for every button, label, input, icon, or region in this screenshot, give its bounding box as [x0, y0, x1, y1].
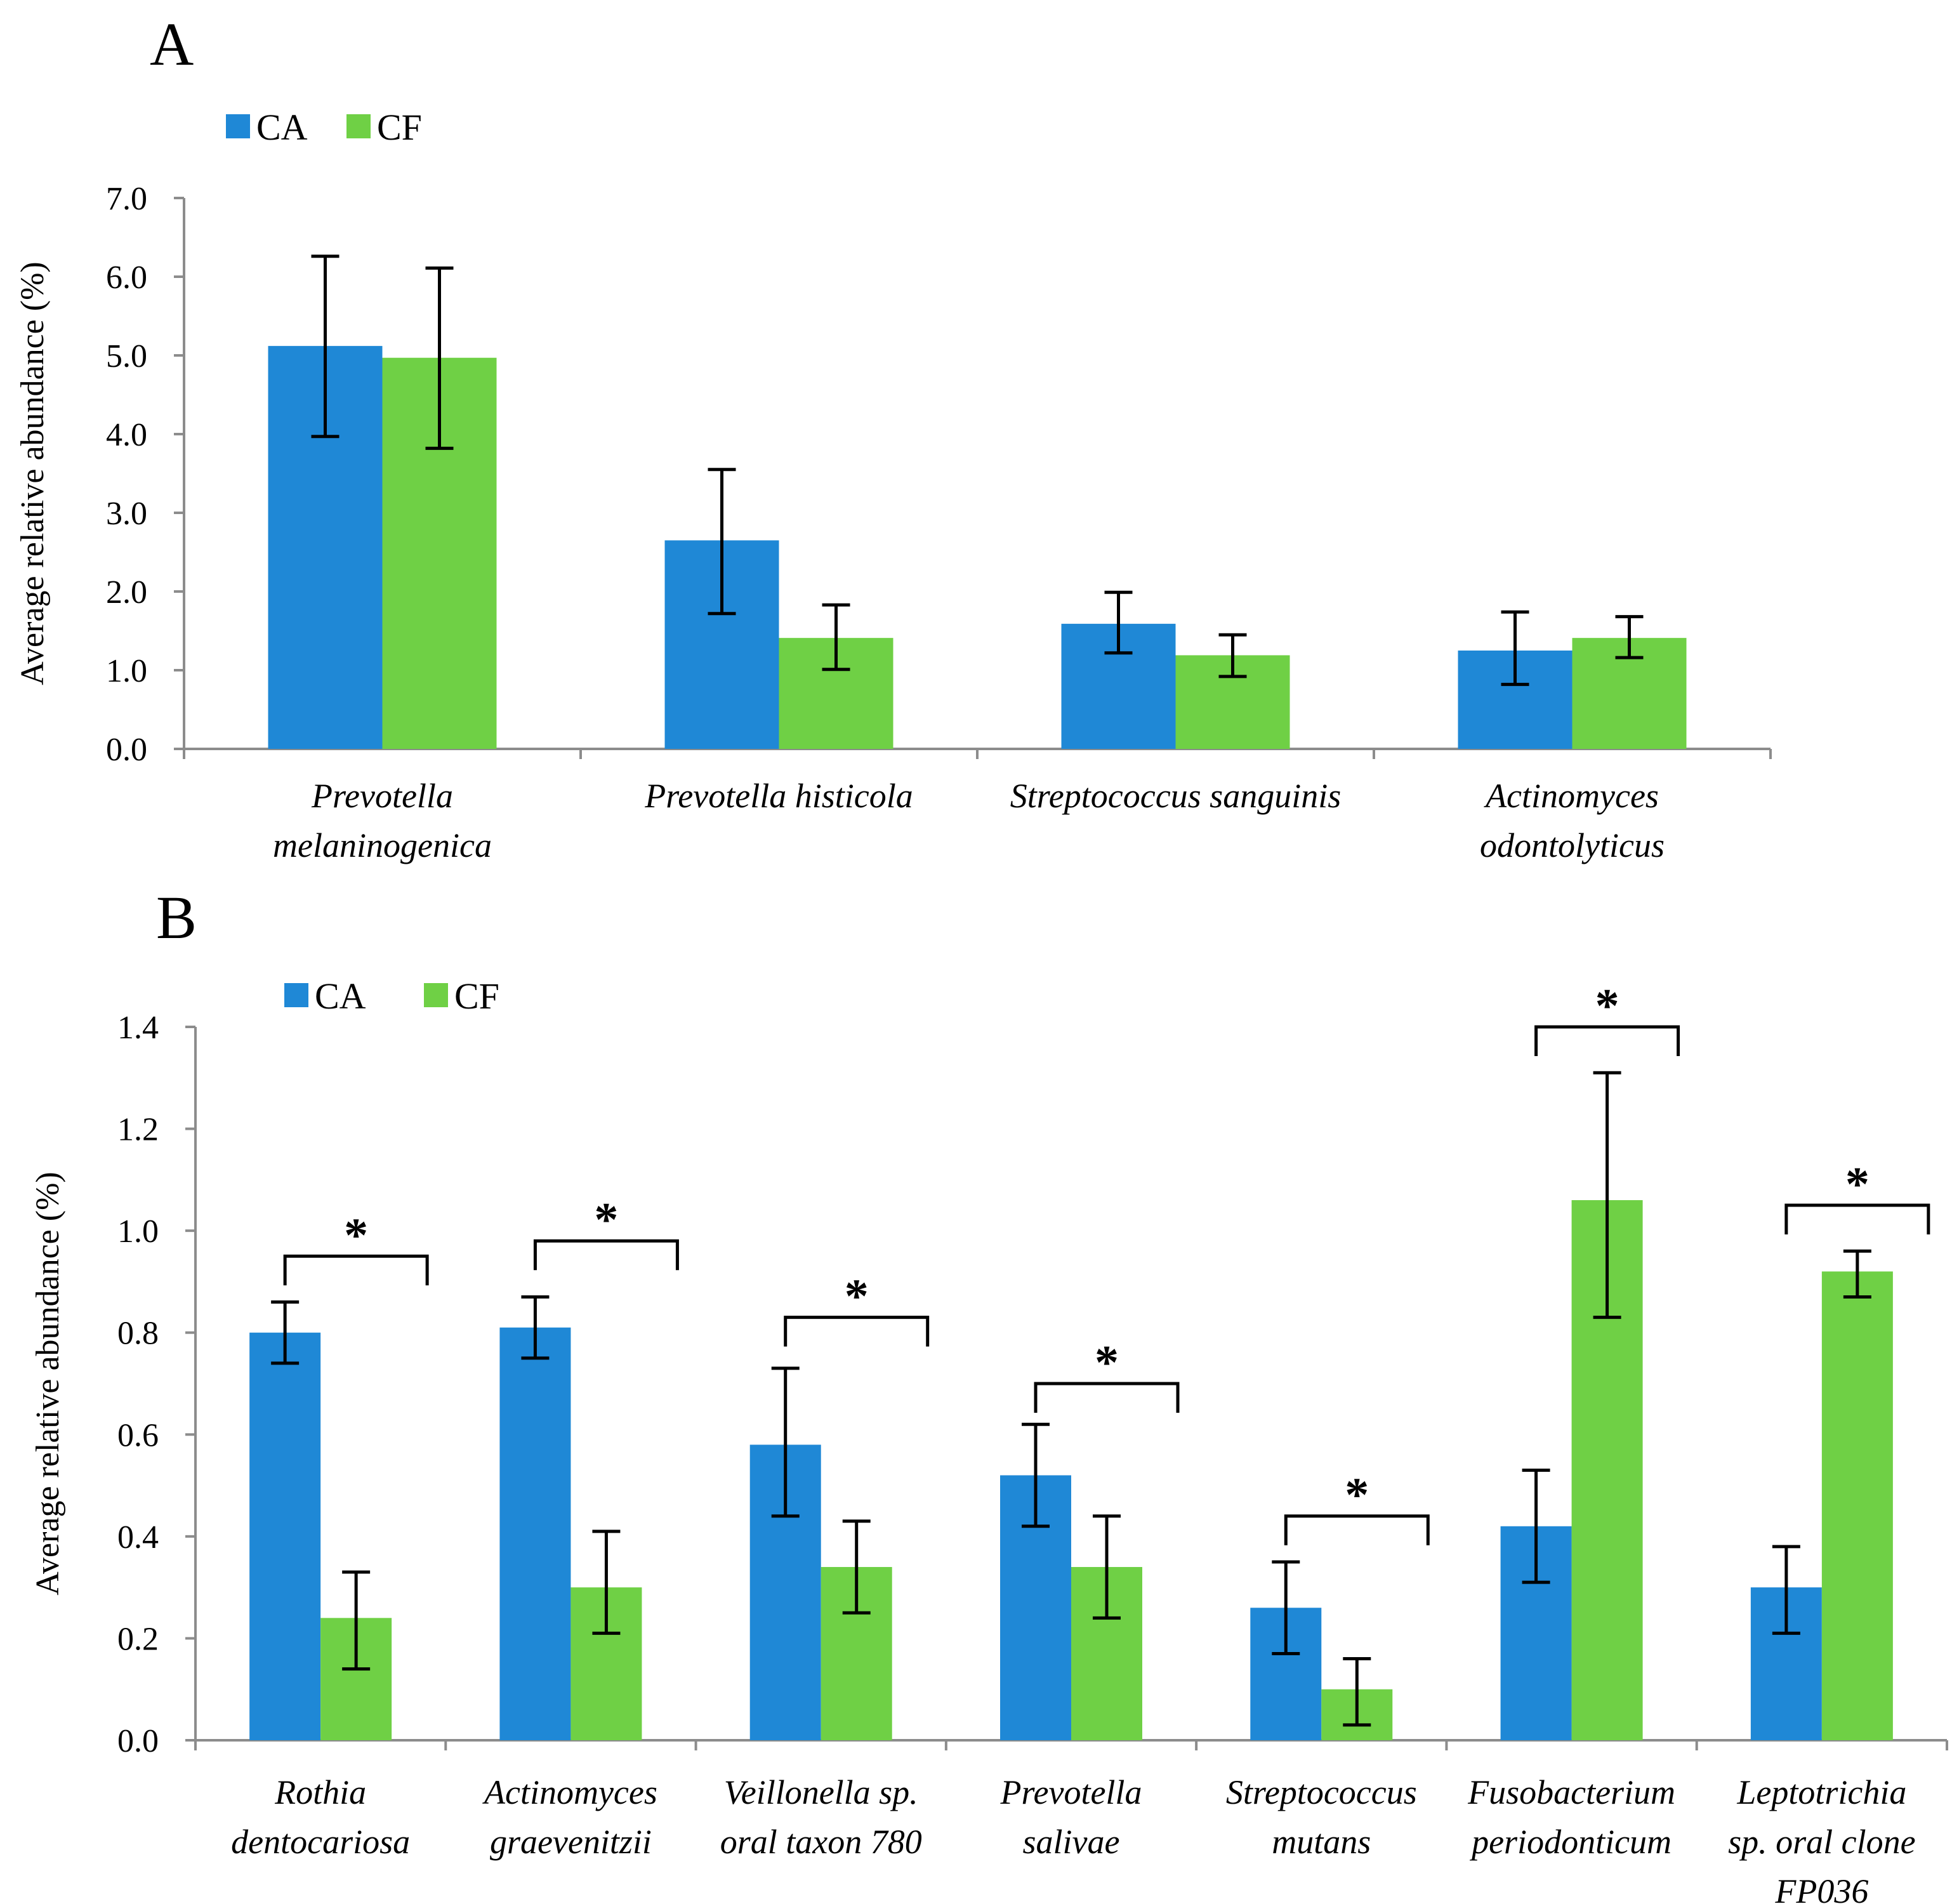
legend-swatch-ca [226, 114, 250, 138]
y-tick-label: 7.0 [106, 181, 147, 217]
category-group: Actinomyces graevenitzii [482, 1295, 657, 1861]
y-tick-label: 1.4 [117, 1010, 159, 1046]
category-label: Actinomyces [482, 1773, 657, 1811]
bar-ca [499, 1327, 571, 1740]
y-tick-label: 6.0 [106, 260, 147, 296]
y-axis-title: Average relative abundance (%) [30, 1172, 66, 1595]
significance-bracket [533, 1239, 679, 1271]
panel-letter: B [156, 883, 197, 951]
significance-bracket [784, 1316, 930, 1347]
y-tick-label: 0.6 [117, 1417, 159, 1453]
legend-swatch-cf [346, 114, 371, 138]
significance-bracket [1284, 1514, 1430, 1545]
category-label: Fusobacterium [1467, 1773, 1675, 1811]
significance-star: * [845, 1270, 869, 1323]
y-tick-label: 1.0 [106, 653, 147, 689]
significance-star: * [594, 1193, 618, 1246]
category-label: dentocariosa [231, 1823, 410, 1861]
y-tick-label: 5.0 [106, 338, 147, 374]
category-label: periodonticum [1469, 1823, 1672, 1861]
y-tick-label: 0.4 [117, 1519, 159, 1556]
category-label: Prevotella histicola [644, 777, 913, 815]
legend-swatch-cf [424, 983, 448, 1007]
significance-star: * [344, 1208, 368, 1262]
significance-bracket [1784, 1203, 1930, 1234]
category-label: Leptotrichia [1736, 1773, 1906, 1811]
category-label: graevenitzii [490, 1823, 652, 1861]
significance-bracket [283, 1254, 429, 1286]
category-label: Veillonella sp. [724, 1773, 918, 1811]
category-label: Streptococcus [1226, 1773, 1417, 1811]
bar-cf [1821, 1271, 1893, 1740]
y-tick-label: 4.0 [106, 417, 147, 453]
significance-bracket [1034, 1382, 1180, 1413]
category-group: Leptotrichia sp. oral clone FP036 [1728, 1249, 1916, 1904]
y-tick-label: 1.2 [117, 1112, 159, 1148]
category-label: oral taxon 780 [720, 1823, 922, 1861]
y-tick-label: 0.8 [117, 1316, 159, 1352]
category-label: Actinomyces [1484, 777, 1659, 815]
significance-star: * [1845, 1158, 1870, 1211]
chart-panel-a: A CA CF 0.0 1.0 2.0 3.0 4.0 5.0 6.0 7.0 Average rel… [15, 10, 1772, 864]
category-group: Streptococcus mutans [1226, 1560, 1417, 1861]
y-tick-label: 1.0 [117, 1213, 159, 1250]
category-label: salivae [1023, 1823, 1120, 1861]
chart-panel-b: B CA CF 0.0 0.2 0.4 0.6 0.8 1.0 1.2 1.4 Average rel… [30, 883, 1948, 1904]
category-group: Veillonella sp. oral taxon 780 [720, 1366, 922, 1861]
y-tick-label: 0.2 [117, 1621, 159, 1657]
category-label: Prevotella [1000, 1773, 1142, 1811]
y-tick-label: 3.0 [106, 496, 147, 532]
y-tick-label: 0.0 [117, 1723, 159, 1759]
panel-letter: A [150, 10, 194, 78]
category-label: Rothia [274, 1773, 366, 1811]
category-group: Prevotella salivae [1000, 1422, 1142, 1861]
category-group: Fusobacterium periodonticum [1467, 1071, 1675, 1861]
y-tick-label: 2.0 [106, 574, 147, 611]
significance-bracket [1534, 1025, 1680, 1056]
category-label: FP036 [1774, 1872, 1868, 1904]
category-label: odontolyticus [1480, 826, 1665, 864]
significance-star: * [1095, 1336, 1119, 1389]
y-axis-title: Average relative abundance (%) [15, 261, 51, 685]
significance-star: * [1595, 979, 1619, 1033]
legend-label-cf: CF [454, 975, 499, 1017]
category-label: Prevotella [311, 777, 453, 815]
legend-label-ca: CA [315, 975, 366, 1017]
category-label: mutans [1272, 1823, 1371, 1861]
legend-label-cf: CF [377, 107, 422, 148]
category-label: sp. oral clone [1728, 1823, 1915, 1861]
bar-ca [249, 1332, 321, 1740]
legend-label-ca: CA [256, 107, 308, 148]
category-group: Actinomyces odontolyticus [1458, 610, 1687, 864]
legend-swatch-ca [284, 983, 308, 1007]
category-group: Streptococcus sanguinis [1010, 590, 1341, 815]
category-group: Prevotella histicola [644, 468, 913, 815]
category-group: Rothia dentocariosa [231, 1300, 410, 1861]
y-tick-label: 0.0 [106, 732, 147, 768]
category-label: Streptococcus sanguinis [1010, 777, 1341, 815]
category-group: Prevotella melaninogenica [268, 255, 497, 864]
significance-star: * [1345, 1469, 1369, 1522]
category-label: melaninogenica [273, 826, 492, 864]
